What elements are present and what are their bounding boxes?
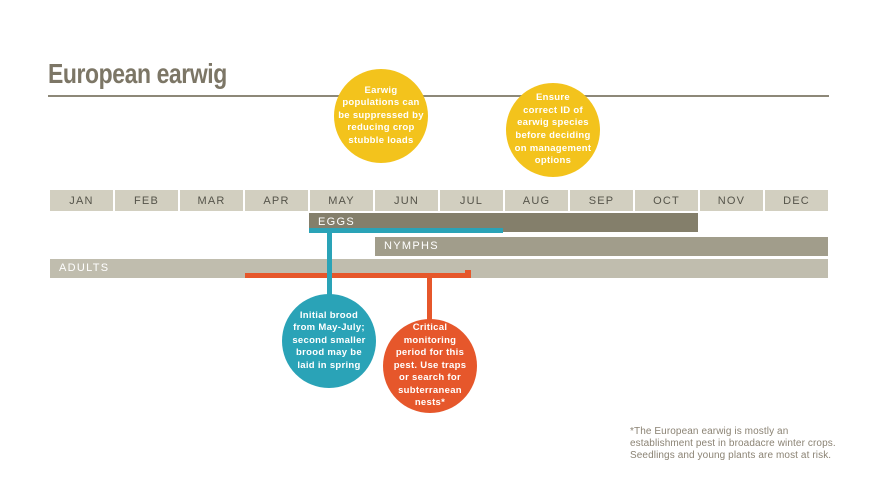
month-cell-jul: JUL	[440, 190, 503, 211]
month-cell-jan: JAN	[50, 190, 113, 211]
timeline-bar-nymphs: NYMPHS	[375, 237, 828, 256]
timeline-bar-adults: ADULTS	[50, 259, 828, 278]
callout-initial-brood: Initial brood from May-July; second smal…	[282, 294, 376, 388]
month-cell-aug: AUG	[505, 190, 568, 211]
month-cell-may: MAY	[310, 190, 373, 211]
month-cell-feb: FEB	[115, 190, 178, 211]
timeline-bar-eggs: EGGS	[309, 213, 698, 232]
brood-callout-connector	[327, 228, 332, 300]
month-axis: JAN FEB MAR APR MAY JUN JUL AUG SEP OCT …	[50, 190, 828, 211]
page-title: European earwig	[48, 58, 227, 89]
month-cell-nov: NOV	[700, 190, 763, 211]
monitoring-period-line-endcap	[465, 270, 471, 278]
monitoring-period-line	[245, 273, 471, 278]
month-cell-oct: OCT	[635, 190, 698, 211]
month-cell-sep: SEP	[570, 190, 633, 211]
callout-critical-monitoring: Critical monitoring period for this pest…	[383, 319, 477, 413]
month-cell-jun: JUN	[375, 190, 438, 211]
month-cell-mar: MAR	[180, 190, 243, 211]
callout-species-id: Ensure correct ID of earwig species befo…	[506, 83, 600, 177]
month-cell-apr: APR	[245, 190, 308, 211]
header-divider-line	[48, 95, 829, 97]
monitoring-callout-connector	[427, 277, 432, 322]
callout-stubble-management: Earwig populations can be suppressed by …	[334, 69, 428, 163]
egg-laying-period-line	[309, 228, 503, 233]
footnote: *The European earwig is mostly an establ…	[630, 426, 836, 461]
month-cell-dec: DEC	[765, 190, 828, 211]
